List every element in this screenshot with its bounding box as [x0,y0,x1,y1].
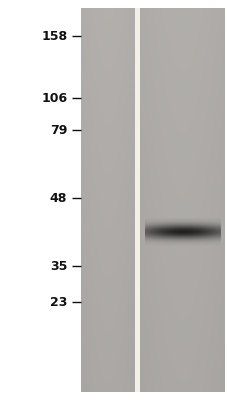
Text: 106: 106 [41,92,67,104]
Text: 35: 35 [50,260,67,272]
Text: 158: 158 [41,30,67,42]
Text: 79: 79 [50,124,67,136]
Text: 23: 23 [50,296,67,308]
Text: 48: 48 [50,192,67,204]
